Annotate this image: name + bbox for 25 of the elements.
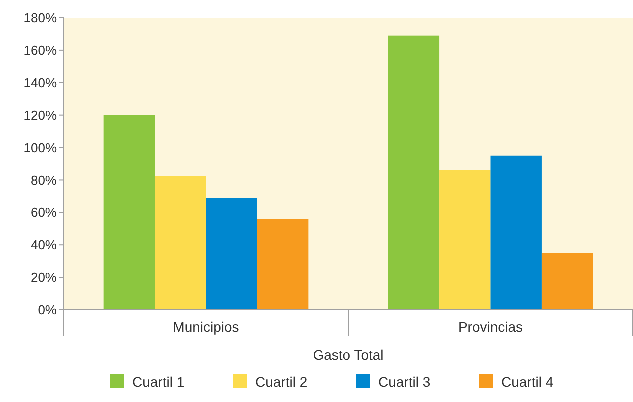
legend-label: Cuartil 2 [256, 374, 308, 390]
y-tick-label: 80% [30, 172, 58, 188]
y-tick-label: 60% [30, 205, 58, 220]
legend-label: Cuartil 1 [132, 374, 185, 390]
x-axis-title: Gasto Total [313, 347, 384, 363]
y-tick-label: 140% [24, 75, 58, 90]
bar [155, 176, 206, 310]
bar [388, 36, 440, 310]
legend-label: Cuartil 4 [502, 374, 554, 390]
y-tick-label: 0% [38, 302, 58, 318]
bar [542, 253, 594, 310]
legend-label: Cuartil 3 [378, 374, 431, 390]
bar [440, 170, 491, 310]
y-tick-label: 20% [30, 270, 58, 286]
bar [257, 219, 309, 310]
y-tick-label: 120% [24, 108, 58, 123]
y-tick-label: 40% [30, 238, 58, 253]
y-tick-label: 100% [24, 140, 58, 156]
bar [104, 115, 156, 310]
x-tick-label: Municipios [173, 319, 240, 335]
y-tick-label: 180% [24, 10, 58, 26]
y-tick-label: 160% [24, 42, 58, 58]
bar [206, 198, 258, 310]
bar [490, 156, 542, 310]
x-tick-label: Provincias [458, 319, 524, 335]
